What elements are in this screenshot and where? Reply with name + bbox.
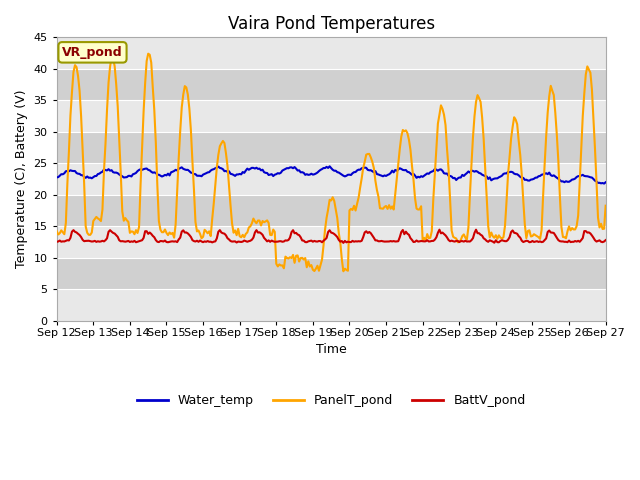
Bar <box>57 69 605 100</box>
Y-axis label: Temperature (C), Battery (V): Temperature (C), Battery (V) <box>15 90 28 268</box>
Text: VR_pond: VR_pond <box>62 46 123 59</box>
X-axis label: Time: Time <box>316 343 346 356</box>
Bar <box>57 37 605 69</box>
Bar <box>57 227 605 258</box>
Legend: Water_temp, PanelT_pond, BattV_pond: Water_temp, PanelT_pond, BattV_pond <box>132 389 531 412</box>
Bar <box>57 132 605 163</box>
Title: Vaira Pond Temperatures: Vaira Pond Temperatures <box>228 15 435 33</box>
Bar <box>57 289 605 321</box>
Bar <box>57 163 605 195</box>
Bar <box>57 258 605 289</box>
Bar <box>57 195 605 227</box>
Bar <box>57 100 605 132</box>
